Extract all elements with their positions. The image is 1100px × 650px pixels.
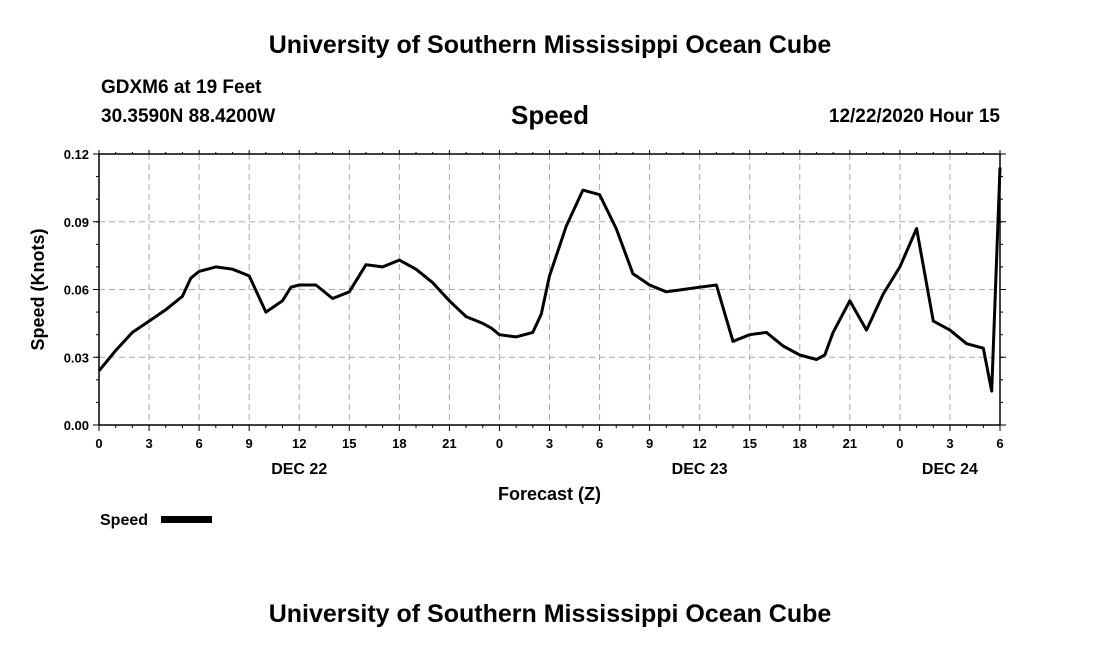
x-tick-label: 3 xyxy=(546,436,553,451)
x-tick-label: 9 xyxy=(646,436,653,451)
x-tick-label: 21 xyxy=(843,436,857,451)
x-tick-label: 21 xyxy=(442,436,456,451)
x-tick-label: 18 xyxy=(793,436,807,451)
x-tick-label: 6 xyxy=(195,436,202,451)
grid-lines xyxy=(99,154,1000,425)
x-tick-label: 9 xyxy=(246,436,253,451)
forecast-datetime: 12/22/2020 Hour 15 xyxy=(828,106,1000,127)
y-axis-title: Speed (Knots) xyxy=(28,228,48,350)
date-label: DEC 23 xyxy=(672,461,728,478)
station-label: GDXM6 at 19 Feet xyxy=(101,77,262,98)
coordinates-label: 30.3590N 88.4200W xyxy=(101,106,276,127)
page-title: University of Southern Mississippi Ocean… xyxy=(268,31,832,59)
x-tick-label: 3 xyxy=(946,436,953,451)
axis-labels: Forecast (Z) Speed (Knots) xyxy=(28,228,601,504)
series-line-speed xyxy=(97,167,1002,393)
x-tick-label: 15 xyxy=(342,436,356,451)
legend-label: Speed xyxy=(100,512,148,529)
x-tick-label: 15 xyxy=(742,436,756,451)
x-tick-label: 12 xyxy=(292,436,306,451)
x-tick-label: 0 xyxy=(896,436,903,451)
plot-frame xyxy=(98,153,1001,426)
y-tick-label: 0.12 xyxy=(64,147,89,162)
x-tick-label: 3 xyxy=(145,436,152,451)
x-tick-label: 18 xyxy=(392,436,406,451)
x-tick-label: 6 xyxy=(996,436,1003,451)
y-tick-label: 0.00 xyxy=(64,418,89,433)
footer-title: University of Southern Mississippi Ocean… xyxy=(268,600,832,628)
x-tick-label: 12 xyxy=(692,436,706,451)
date-label: DEC 22 xyxy=(271,461,327,478)
y-tick-label: 0.06 xyxy=(64,283,89,298)
y-tick-label: 0.03 xyxy=(64,350,89,365)
x-tick-label: 6 xyxy=(596,436,603,451)
legend-swatch xyxy=(161,516,212,523)
legend: Speed xyxy=(100,512,212,529)
chart-title: Speed xyxy=(510,100,590,130)
x-axis-title: Forecast (Z) xyxy=(498,484,601,504)
x-tick-label: 0 xyxy=(496,436,503,451)
series-layer xyxy=(97,167,1002,393)
y-tick-label: 0.09 xyxy=(64,215,89,230)
x-tick-label: 0 xyxy=(95,436,102,451)
date-label: DEC 24 xyxy=(922,461,978,478)
axis-ticks: 0 3 6 9 12 15 18 21 0 3 6 9 12 15 18 21 0 3 6 0.00 0.03 0.06 0… xyxy=(64,147,1006,478)
